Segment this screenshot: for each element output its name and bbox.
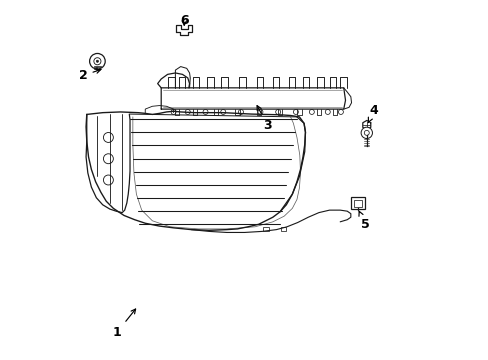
Polygon shape: [145, 105, 173, 113]
Polygon shape: [86, 114, 130, 213]
Bar: [280, 228, 286, 231]
Polygon shape: [161, 88, 345, 109]
Circle shape: [96, 60, 98, 62]
Polygon shape: [332, 109, 336, 116]
Text: 1: 1: [112, 309, 135, 339]
Bar: [263, 228, 268, 231]
Polygon shape: [303, 77, 309, 88]
Polygon shape: [221, 77, 227, 88]
Polygon shape: [207, 77, 213, 88]
Text: 4: 4: [367, 104, 378, 123]
FancyBboxPatch shape: [350, 197, 364, 209]
Polygon shape: [176, 25, 192, 35]
Polygon shape: [157, 73, 189, 88]
Polygon shape: [317, 77, 323, 88]
Polygon shape: [316, 109, 321, 116]
Polygon shape: [175, 67, 190, 88]
Polygon shape: [86, 111, 305, 230]
Polygon shape: [235, 109, 239, 116]
Text: 6: 6: [180, 14, 188, 27]
Circle shape: [360, 127, 372, 139]
Polygon shape: [239, 77, 245, 88]
Polygon shape: [179, 77, 185, 88]
Polygon shape: [288, 77, 295, 88]
Polygon shape: [329, 77, 335, 88]
Polygon shape: [362, 121, 370, 130]
Text: 5: 5: [358, 211, 368, 231]
Polygon shape: [175, 109, 179, 116]
Polygon shape: [297, 109, 301, 116]
Polygon shape: [168, 77, 174, 88]
Polygon shape: [272, 77, 279, 88]
Polygon shape: [214, 109, 218, 116]
Polygon shape: [192, 109, 197, 116]
Polygon shape: [193, 77, 199, 88]
Circle shape: [89, 54, 105, 69]
Text: 3: 3: [257, 105, 271, 131]
Polygon shape: [277, 109, 282, 116]
Polygon shape: [256, 77, 263, 88]
Polygon shape: [343, 88, 351, 109]
Polygon shape: [256, 109, 260, 116]
Text: 2: 2: [79, 69, 101, 82]
Polygon shape: [340, 77, 346, 88]
